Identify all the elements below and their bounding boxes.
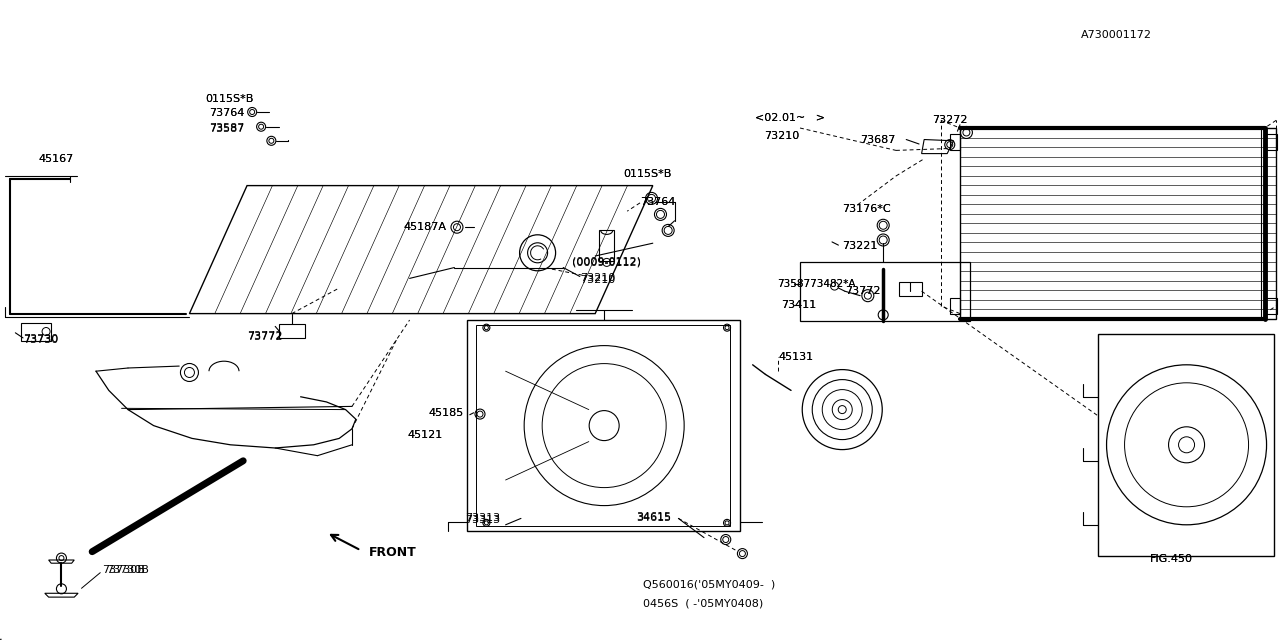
Text: 73764: 73764 <box>209 108 244 118</box>
Text: <02.01~   >: <02.01~ > <box>755 113 826 124</box>
Text: 73730B: 73730B <box>106 565 148 575</box>
Bar <box>20 323 51 340</box>
Text: 45121: 45121 <box>407 430 443 440</box>
Text: FRONT: FRONT <box>369 546 416 559</box>
Text: 73772: 73772 <box>845 286 881 296</box>
Text: 34615: 34615 <box>636 512 671 522</box>
Text: 73411: 73411 <box>781 300 817 310</box>
Text: 73730: 73730 <box>23 335 59 346</box>
Text: 73772: 73772 <box>247 331 283 341</box>
Text: Q560016('05MY0409-  ): Q560016('05MY0409- ) <box>643 579 774 589</box>
Text: 73772: 73772 <box>247 332 283 342</box>
Text: 73210: 73210 <box>764 131 800 141</box>
Text: 73730: 73730 <box>23 334 59 344</box>
Text: (0009-0112): (0009-0112) <box>572 257 641 268</box>
Text: 34615: 34615 <box>636 513 671 524</box>
Text: 73176*C: 73176*C <box>842 204 891 214</box>
Text: 45187A: 45187A <box>403 222 447 232</box>
Text: 73272: 73272 <box>932 115 968 125</box>
Text: 45187A: 45187A <box>403 222 447 232</box>
Text: 0115S*B: 0115S*B <box>205 93 253 104</box>
Text: 45121: 45121 <box>407 430 443 440</box>
Text: FIG.450: FIG.450 <box>1149 554 1193 564</box>
Text: 73313: 73313 <box>465 513 499 524</box>
Text: 73313: 73313 <box>465 515 499 525</box>
Text: 73764: 73764 <box>640 196 676 207</box>
Text: 73764: 73764 <box>640 196 676 207</box>
Text: 0115S*B: 0115S*B <box>205 93 253 104</box>
Text: A730001172: A730001172 <box>1082 30 1152 40</box>
Text: <02.01~   >: <02.01~ > <box>755 113 826 124</box>
Text: 7358773482*A: 7358773482*A <box>777 278 855 289</box>
Text: 0115S*B: 0115S*B <box>623 169 672 179</box>
Text: 45131: 45131 <box>778 352 813 362</box>
Text: 0115S*B: 0115S*B <box>623 169 672 179</box>
Text: (0009-0112): (0009-0112) <box>572 256 641 266</box>
Text: 73687: 73687 <box>860 134 896 145</box>
Text: 73772: 73772 <box>845 286 881 296</box>
Text: 7358773482*A: 7358773482*A <box>777 278 855 289</box>
Text: 73210: 73210 <box>580 273 616 284</box>
Text: 73210: 73210 <box>580 275 616 285</box>
Text: 73272: 73272 <box>932 115 968 125</box>
Text: 73221: 73221 <box>842 241 878 252</box>
Text: 73210: 73210 <box>764 131 800 141</box>
Text: 73687: 73687 <box>860 134 896 145</box>
Text: 73764: 73764 <box>209 108 244 118</box>
Text: 45185: 45185 <box>429 408 465 418</box>
Text: 73176*C: 73176*C <box>842 204 891 214</box>
Text: 73587: 73587 <box>209 124 244 134</box>
Text: 73730B: 73730B <box>102 564 145 575</box>
Text: FIG.450: FIG.450 <box>1149 554 1193 564</box>
Text: 73587: 73587 <box>209 123 244 133</box>
Text: 45185: 45185 <box>429 408 465 418</box>
Text: 73221: 73221 <box>842 241 878 252</box>
Text: 45131: 45131 <box>778 352 813 362</box>
Text: 0456S  ( -'05MY0408): 0456S ( -'05MY0408) <box>643 598 763 609</box>
Text: 73411: 73411 <box>781 300 817 310</box>
Text: 45167: 45167 <box>38 154 74 164</box>
Text: 45167: 45167 <box>38 154 74 164</box>
